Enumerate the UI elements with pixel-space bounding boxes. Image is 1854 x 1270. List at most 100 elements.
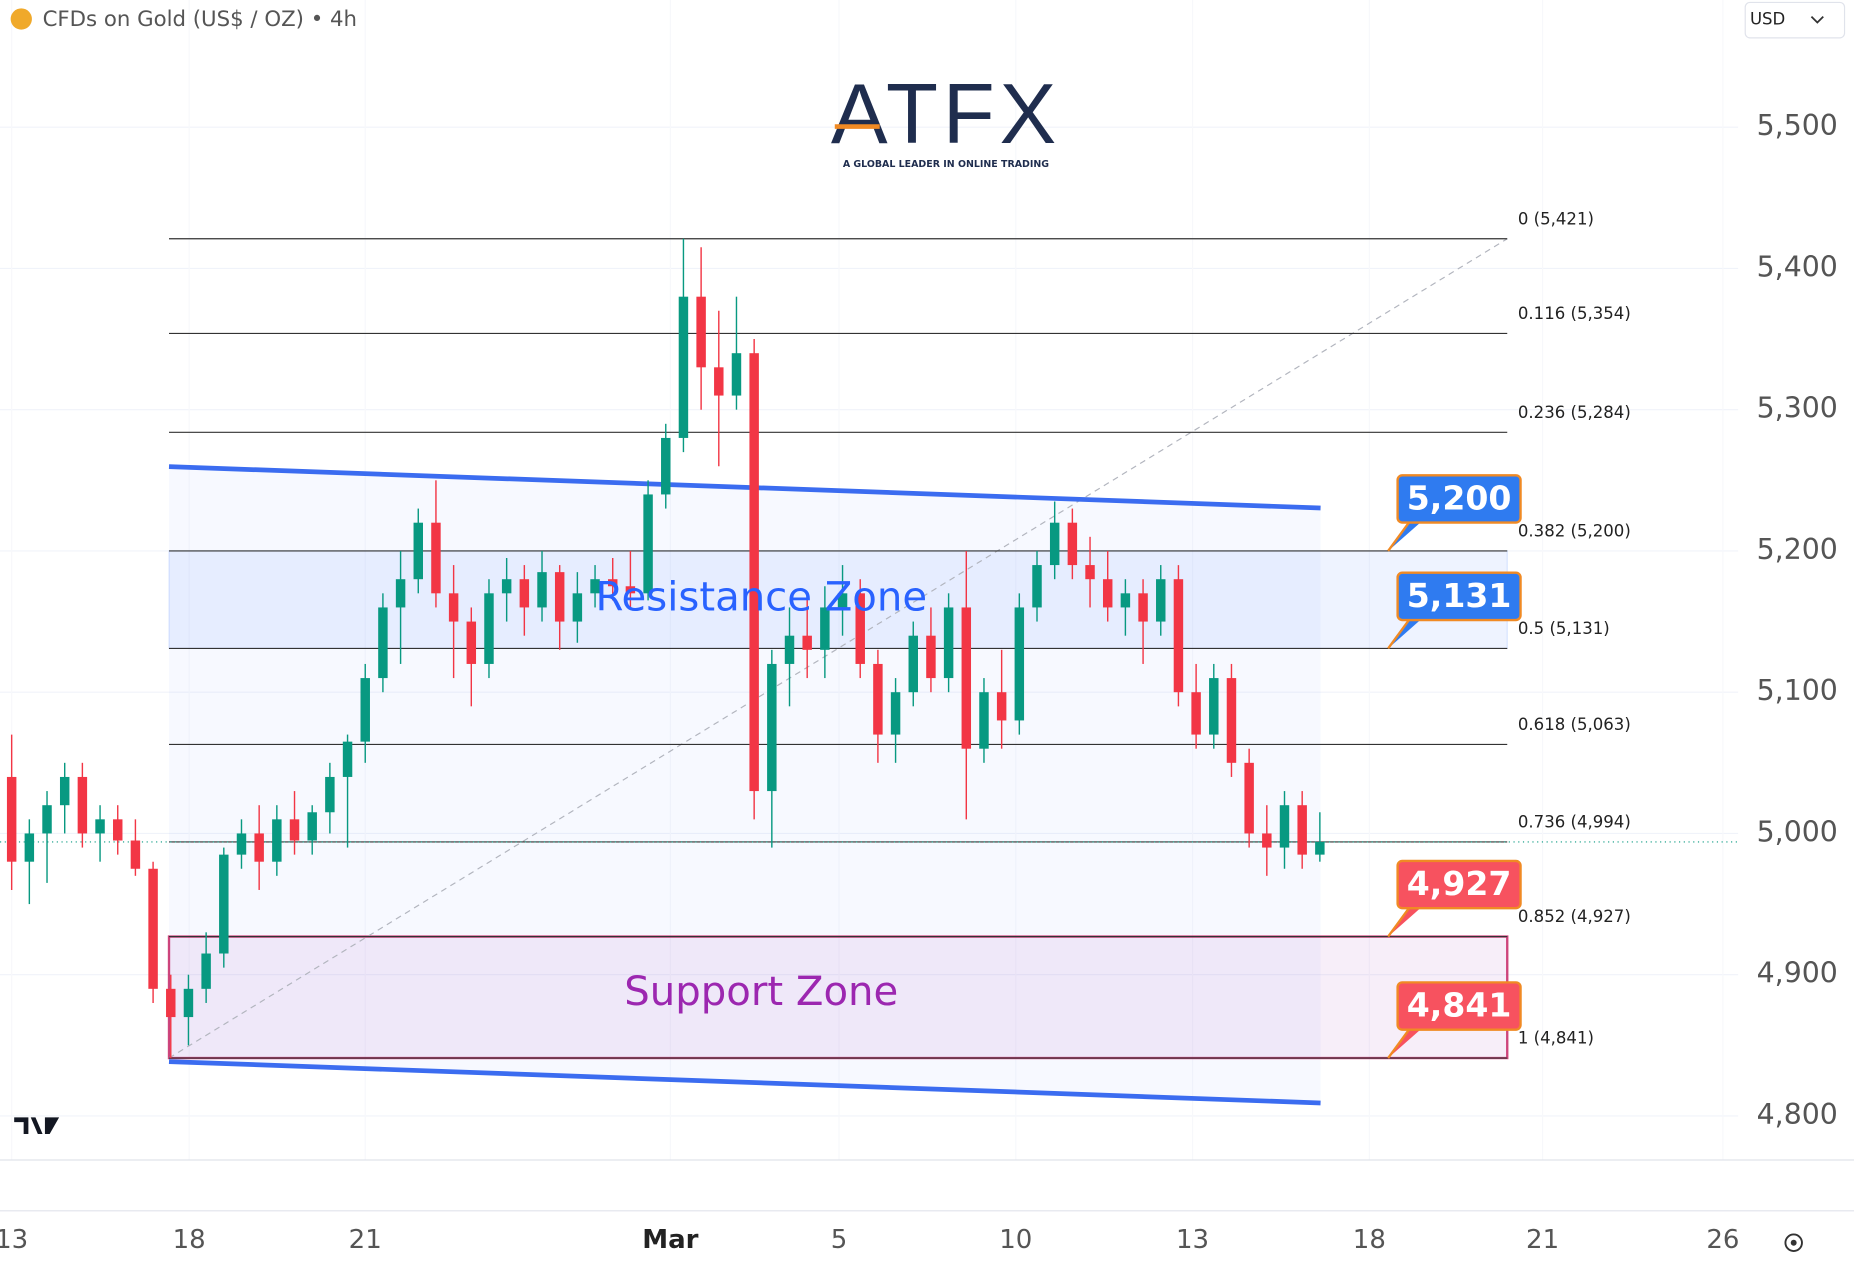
dropdown-arrow[interactable] bbox=[1810, 15, 1824, 24]
x-tick-label: 21 bbox=[1526, 1225, 1559, 1255]
price-badge bbox=[1396, 571, 1522, 622]
fib-label: 0.852 (4,927) bbox=[1518, 907, 1631, 926]
price-badge-label: 5,131 bbox=[1407, 576, 1512, 615]
candle-body bbox=[6, 776, 17, 862]
plot: 5,200 5,131 4,927 4,841 bbox=[0, 126, 1739, 1117]
candle-body bbox=[148, 868, 158, 989]
candle-body bbox=[926, 635, 936, 679]
candle-body bbox=[501, 579, 512, 594]
price-badge-label: 5,200 bbox=[1407, 479, 1512, 518]
candle-body bbox=[572, 593, 583, 622]
candle-body bbox=[395, 579, 406, 608]
candle-body bbox=[466, 621, 477, 664]
x-tick-label: 5 bbox=[831, 1225, 848, 1255]
candle-body bbox=[360, 678, 370, 742]
candle-body bbox=[42, 805, 52, 834]
fib-label: 1 (4,841) bbox=[1518, 1029, 1594, 1048]
candle-body bbox=[1191, 692, 1201, 735]
price-badge-label: 4,927 bbox=[1407, 864, 1512, 903]
candle-body bbox=[1173, 579, 1184, 693]
x-tick-label: 18 bbox=[1353, 1225, 1386, 1255]
fib-label: 0.116 (5,354) bbox=[1518, 304, 1631, 323]
candle-body bbox=[431, 522, 441, 594]
candle-body bbox=[307, 812, 317, 841]
x-tick-label: Mar bbox=[642, 1225, 698, 1255]
x-tick-label: 18 bbox=[173, 1225, 206, 1255]
candle-body bbox=[325, 776, 335, 813]
candle-body bbox=[784, 635, 795, 664]
price-badge-label: 4,841 bbox=[1407, 986, 1512, 1025]
settings-icon-dot[interactable] bbox=[1790, 1239, 1797, 1246]
candle-body bbox=[1049, 522, 1060, 566]
symbol-icon bbox=[10, 8, 32, 30]
price-badge bbox=[1396, 981, 1522, 1031]
currency-button[interactable] bbox=[1744, 1, 1846, 39]
price-badge bbox=[1396, 474, 1522, 524]
y-tick-label: 5,000 bbox=[1757, 815, 1838, 848]
fib-label: 0.382 (5,200) bbox=[1518, 522, 1631, 541]
candle-body bbox=[24, 833, 35, 862]
candle-body bbox=[767, 663, 777, 792]
candle-body bbox=[219, 854, 229, 954]
candle-body bbox=[996, 692, 1007, 721]
y-tick-label: 5,300 bbox=[1757, 392, 1838, 425]
candle-body bbox=[749, 353, 759, 792]
candle-body bbox=[1085, 565, 1095, 580]
y-tick-label: 5,200 bbox=[1757, 533, 1838, 566]
candle-body bbox=[961, 607, 972, 749]
candle-body bbox=[890, 692, 901, 735]
symbol-title: CFDs on Gold (US$ / OZ) • 4h bbox=[43, 7, 357, 32]
candle-body bbox=[837, 593, 848, 608]
fib-label: 0.618 (5,063) bbox=[1518, 715, 1631, 734]
candle-body bbox=[731, 353, 742, 396]
y-tick-label: 5,100 bbox=[1757, 674, 1838, 707]
fib-label: 0 (5,421) bbox=[1518, 209, 1594, 228]
currency-label[interactable]: USD bbox=[1750, 10, 1785, 29]
candle-body bbox=[95, 819, 105, 834]
candle-body bbox=[1014, 607, 1025, 721]
x-tick-label: 21 bbox=[349, 1225, 382, 1255]
candle-body bbox=[1279, 805, 1290, 848]
candle-body bbox=[1032, 565, 1042, 608]
candle-body bbox=[855, 593, 865, 664]
candle-body bbox=[113, 819, 123, 841]
candle-body bbox=[272, 819, 282, 862]
logo-tagline: A GLOBAL LEADER IN ONLINE TRADING bbox=[843, 159, 1049, 170]
candle-body bbox=[254, 833, 264, 862]
logo-name: ATFX bbox=[831, 67, 1061, 162]
candle-body bbox=[342, 741, 353, 777]
x-tick-label: 26 bbox=[1706, 1225, 1739, 1255]
fib-label: 0.236 (5,284) bbox=[1518, 403, 1631, 422]
x-tick-label: 13 bbox=[1176, 1225, 1209, 1255]
price-badge bbox=[1396, 859, 1522, 910]
candle-body bbox=[554, 572, 565, 622]
candle-body bbox=[873, 663, 883, 735]
candle-body bbox=[696, 296, 706, 368]
zone-label: Support Zone bbox=[624, 969, 898, 1015]
settings-icon[interactable] bbox=[1784, 1233, 1803, 1252]
candle-body bbox=[378, 607, 388, 679]
y-tick-label: 5,500 bbox=[1757, 109, 1838, 142]
candle-body bbox=[820, 607, 830, 650]
candle-body bbox=[236, 833, 247, 855]
candle-body bbox=[1262, 833, 1272, 848]
candle-body bbox=[1315, 841, 1325, 855]
tradingview-logo[interactable] bbox=[14, 1117, 60, 1134]
candle-body bbox=[519, 579, 530, 608]
candle-body bbox=[1209, 678, 1219, 735]
candle-body bbox=[643, 494, 653, 594]
zone-label: Resistance Zone bbox=[595, 575, 927, 621]
candle-body bbox=[1120, 593, 1131, 608]
candle-body bbox=[289, 819, 300, 841]
candle-body bbox=[59, 776, 70, 806]
x-tick-label: 13 bbox=[0, 1225, 28, 1255]
candle-body bbox=[1067, 522, 1078, 566]
candle-body bbox=[537, 572, 547, 608]
candle-body bbox=[1156, 579, 1166, 622]
candle-body bbox=[1226, 678, 1237, 763]
candle-body bbox=[1102, 579, 1113, 608]
candle-body bbox=[183, 988, 194, 1018]
fib-label: 0.5 (5,131) bbox=[1518, 619, 1610, 638]
candle-body bbox=[802, 635, 812, 650]
